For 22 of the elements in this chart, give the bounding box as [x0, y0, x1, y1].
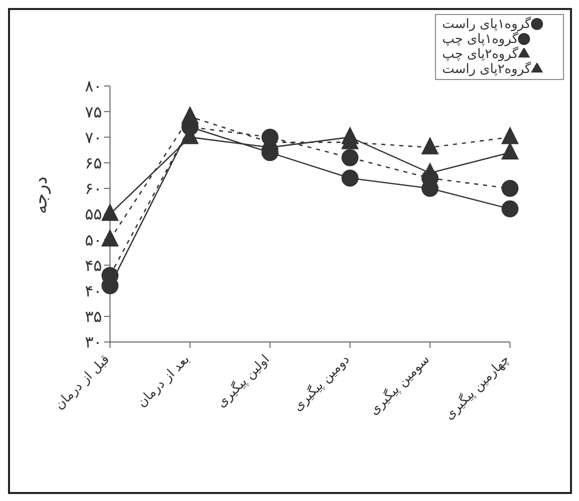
y-tick-label: ۶۵ — [84, 153, 102, 172]
y-tick-label: ۴۰ — [84, 281, 102, 300]
x-tick-label: قبل از درمان — [52, 352, 113, 413]
x-tick-label: بعد از درمان — [134, 352, 193, 410]
legend-label: گروه۱پای چپ — [442, 32, 518, 47]
y-tick-label: ۵۵ — [84, 204, 102, 224]
y-axis-title: درجه — [30, 176, 52, 214]
y-tick-label: ۶۰ — [84, 179, 102, 198]
y-tick-label: ۷۰ — [84, 128, 102, 147]
legend-label: گروه۱پای راست — [442, 17, 531, 32]
y-tick-label: ۵۰ — [84, 230, 102, 250]
legend-label: گروه۲پای چپ — [442, 47, 518, 62]
legend-label: گروه۲پای راست — [442, 62, 531, 77]
y-tick-label: ۷۵ — [84, 102, 102, 122]
x-tick-label: چهارمین پیگیری — [441, 352, 513, 424]
y-tick-label: ۸۰ — [84, 76, 102, 96]
x-tick-label: سومین پیگیری — [366, 352, 433, 418]
x-tick-label: اولین پیگیری — [214, 352, 273, 411]
y-tick-label: ۳۰ — [84, 332, 102, 352]
y-tick-label: ۴۵ — [84, 256, 102, 275]
x-tick-label: دومین پیگیری — [290, 351, 353, 414]
y-tick-label: ۳۵ — [84, 307, 102, 326]
